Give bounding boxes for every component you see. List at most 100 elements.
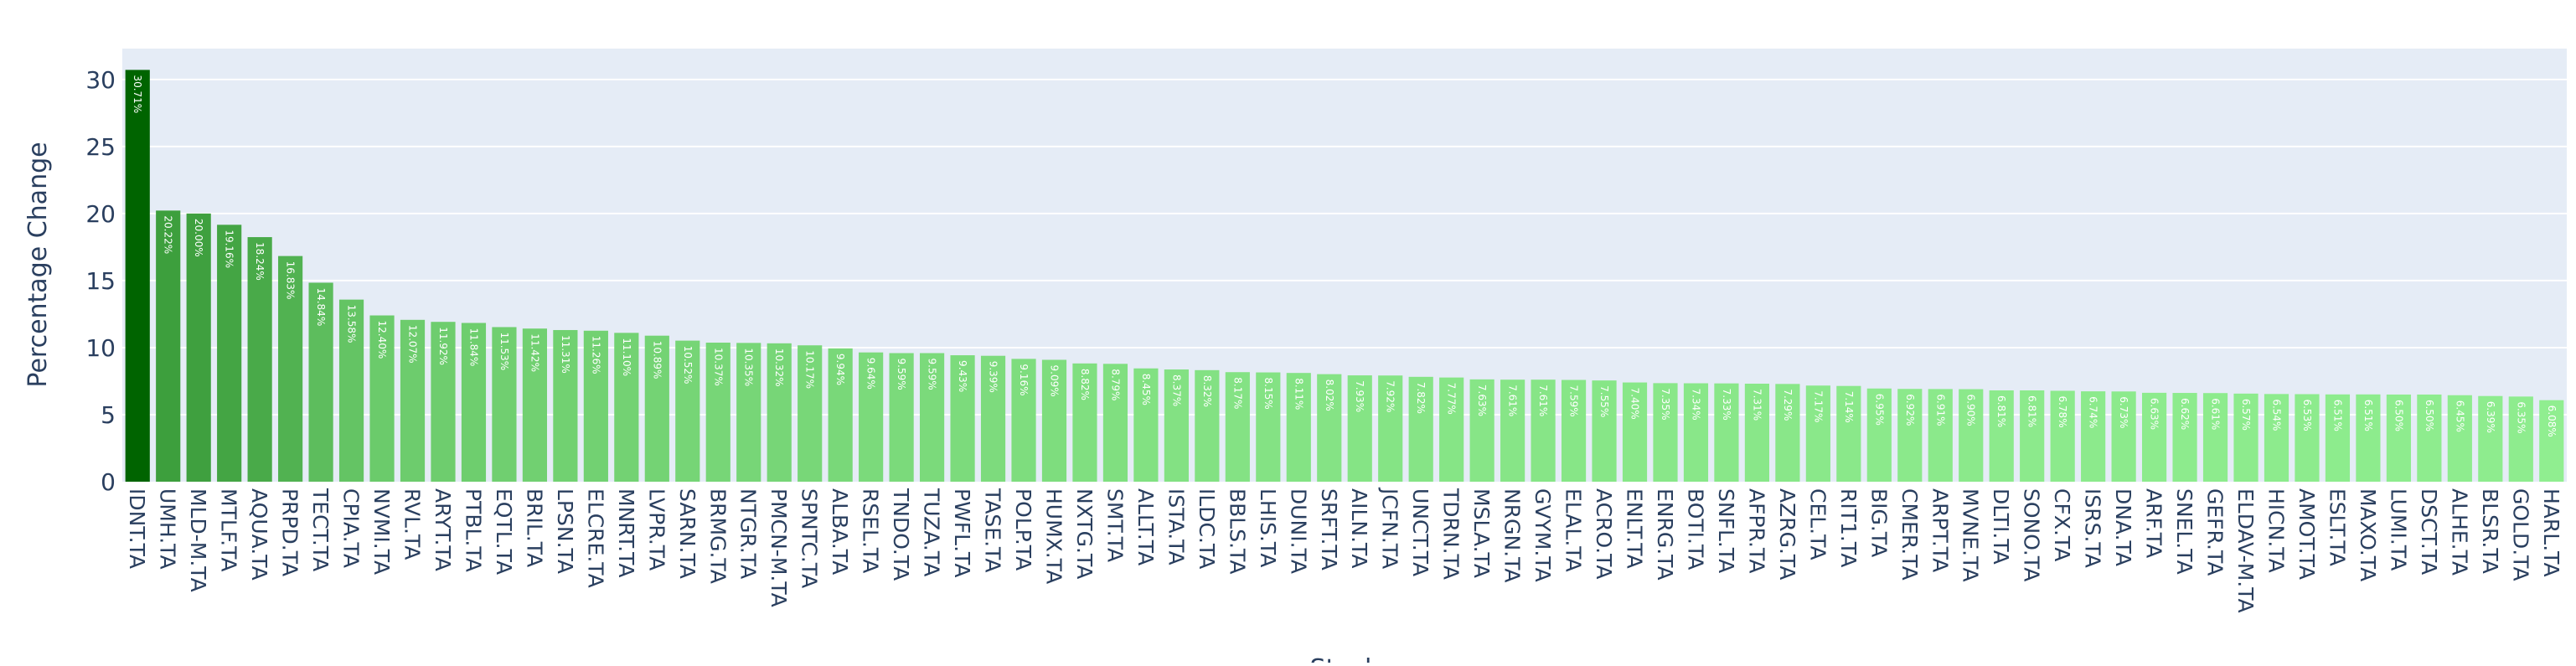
bar[interactable]: [461, 323, 487, 482]
bar[interactable]: [125, 70, 150, 483]
bar[interactable]: [705, 343, 730, 482]
bar[interactable]: [583, 330, 608, 482]
bar[interactable]: [369, 315, 395, 482]
bar[interactable]: [2233, 393, 2259, 482]
bar[interactable]: [1989, 390, 2014, 482]
bar[interactable]: [1439, 377, 1464, 482]
bar[interactable]: [736, 343, 761, 482]
bar[interactable]: [1592, 380, 1617, 482]
bar[interactable]: [2478, 395, 2503, 482]
bar[interactable]: [1195, 369, 1220, 482]
bar[interactable]: [492, 327, 517, 482]
bar[interactable]: [217, 225, 242, 482]
x-tick-label: AQUA.TA: [247, 488, 271, 581]
bar[interactable]: [2081, 391, 2106, 482]
bar[interactable]: [919, 353, 945, 482]
bar[interactable]: [2050, 390, 2075, 482]
bar[interactable]: [2325, 394, 2351, 482]
x-tick-label: BOTI.TA: [1683, 488, 1707, 570]
bar[interactable]: [859, 352, 884, 482]
bar[interactable]: [1408, 376, 1433, 482]
bar[interactable]: [247, 237, 272, 482]
bar[interactable]: [1866, 388, 1892, 482]
bar-data-label: 6.62%: [2179, 398, 2191, 430]
bar-data-label: 11.84%: [467, 328, 479, 366]
x-tick-label: BIG.TA: [1866, 488, 1891, 557]
x-tick-label: ENLT.TA: [1623, 488, 1647, 569]
bar[interactable]: [889, 353, 914, 482]
bar[interactable]: [431, 322, 456, 482]
bar-data-label: 11.92%: [437, 327, 449, 365]
bar[interactable]: [828, 348, 853, 482]
bar[interactable]: [1744, 383, 1770, 482]
bar-data-label: 6.57%: [2240, 399, 2252, 431]
bar[interactable]: [308, 282, 333, 482]
bar[interactable]: [1775, 384, 1800, 482]
bar[interactable]: [675, 340, 700, 482]
bar[interactable]: [1531, 379, 1556, 482]
bar[interactable]: [1225, 372, 1250, 482]
bar-data-label: 9.43%: [957, 360, 968, 392]
bar[interactable]: [1836, 385, 1861, 482]
bar[interactable]: [2508, 396, 2533, 482]
bar[interactable]: [2141, 392, 2167, 482]
x-tick-label: TDRN.TA: [1439, 488, 1464, 580]
bar[interactable]: [2172, 393, 2197, 482]
bar-data-label: 6.73%: [2118, 396, 2129, 428]
bar[interactable]: [1347, 375, 1372, 482]
bar[interactable]: [2417, 394, 2442, 482]
bar[interactable]: [2295, 394, 2320, 482]
bar[interactable]: [1805, 385, 1830, 482]
bar-data-label: 10.52%: [682, 346, 694, 385]
bar[interactable]: [1256, 372, 1281, 482]
bar[interactable]: [980, 355, 1006, 482]
bar[interactable]: [1500, 379, 1525, 482]
bar[interactable]: [1653, 383, 1678, 482]
bar[interactable]: [1041, 359, 1067, 482]
bar[interactable]: [1561, 379, 1587, 482]
x-tick-label: POLP.TA: [1011, 488, 1035, 570]
bar[interactable]: [644, 335, 669, 482]
bar[interactable]: [2356, 394, 2381, 482]
bar[interactable]: [767, 343, 792, 482]
bar[interactable]: [614, 333, 639, 482]
bar[interactable]: [2264, 394, 2289, 482]
bar[interactable]: [1622, 382, 1648, 482]
bar[interactable]: [1286, 373, 1311, 482]
bar[interactable]: [1378, 375, 1403, 482]
bar[interactable]: [1102, 364, 1128, 482]
bar[interactable]: [278, 256, 303, 482]
bar[interactable]: [1133, 368, 1159, 482]
bar[interactable]: [2202, 393, 2228, 482]
bar[interactable]: [950, 355, 975, 482]
bar[interactable]: [1164, 369, 1189, 482]
bar[interactable]: [1959, 389, 1984, 482]
bar[interactable]: [1897, 389, 1923, 482]
bar[interactable]: [1928, 389, 1953, 482]
bar[interactable]: [1683, 383, 1709, 482]
bars-group: [125, 70, 2564, 483]
bar[interactable]: [1072, 363, 1097, 482]
bar[interactable]: [2539, 400, 2564, 482]
bar[interactable]: [186, 213, 211, 482]
x-tick-label: TUZA.TA: [920, 488, 944, 576]
bar[interactable]: [2111, 391, 2136, 482]
bar[interactable]: [2386, 394, 2411, 482]
bar[interactable]: [2447, 395, 2472, 482]
bar[interactable]: [1011, 359, 1036, 482]
bar[interactable]: [156, 210, 181, 482]
bar[interactable]: [1714, 383, 1739, 482]
x-tick-label: HARL.TA: [2539, 488, 2563, 577]
bar[interactable]: [553, 329, 578, 482]
bar[interactable]: [2020, 390, 2045, 482]
bar[interactable]: [1469, 379, 1494, 482]
bar[interactable]: [522, 328, 548, 482]
bar-data-label: 9.94%: [834, 354, 846, 385]
bar[interactable]: [1317, 374, 1342, 482]
x-tick-label: EQTL.TA: [492, 488, 516, 575]
bar[interactable]: [798, 345, 823, 482]
bar-data-label: 10.17%: [804, 350, 816, 389]
bar[interactable]: [338, 299, 364, 482]
bar-data-label: 11.10%: [621, 338, 632, 376]
bar[interactable]: [400, 319, 426, 482]
